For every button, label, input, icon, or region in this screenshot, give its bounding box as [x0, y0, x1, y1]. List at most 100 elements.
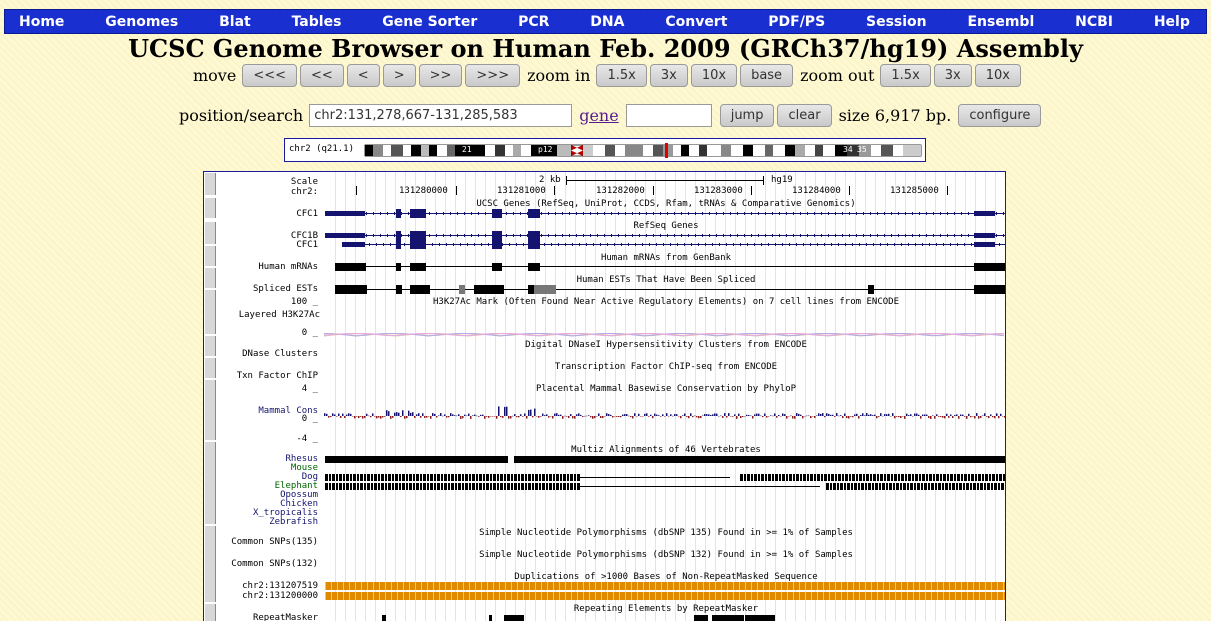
nav-ncbi[interactable]: NCBI [1075, 13, 1113, 30]
cons-bar [808, 415, 810, 417]
cons-bar [992, 416, 994, 418]
ideogram-band [455, 145, 485, 156]
cons-bar [630, 416, 632, 418]
repeatmasker-track-title: Repeating Elements by RepeatMasker [573, 604, 759, 614]
track-handle [205, 604, 216, 621]
cons-bar [916, 413, 918, 416]
nav-pdf-ps[interactable]: PDF/PS [768, 13, 826, 30]
cons-bar [736, 416, 738, 419]
cons-bar [886, 414, 888, 416]
gene-input[interactable] [625, 104, 712, 127]
ideogram-band [403, 145, 411, 156]
cons-bar [508, 416, 510, 419]
move-right-far-button[interactable]: >>> [465, 64, 521, 87]
move-left-far-button[interactable]: <<< [242, 64, 297, 87]
chromosome-ideogram[interactable]: chr2 (q21.1) 21 p12 34 35 [284, 138, 926, 162]
cons-bar [386, 410, 388, 416]
cons-bar [686, 416, 688, 417]
nav-pcr[interactable]: PCR [518, 13, 550, 30]
nav-help[interactable]: Help [1153, 13, 1190, 30]
zoom-in-3x-button[interactable]: 3x [649, 64, 688, 87]
ideogram-band [557, 145, 571, 156]
nav-blat[interactable]: Blat [219, 13, 251, 30]
zoom-out-10x-button[interactable]: 10x [974, 64, 1021, 87]
cons-bar [452, 414, 454, 416]
ideogram-band [743, 145, 753, 156]
ideogram-band [365, 145, 373, 156]
zoom-in-base-button[interactable]: base [740, 64, 794, 87]
cons-bar [648, 416, 650, 417]
nav-session[interactable]: Session [866, 13, 927, 30]
cons-bar [392, 416, 394, 418]
zoom-out-1-5x-button[interactable]: 1.5x [880, 64, 931, 87]
zoom-in-1-5x-button[interactable]: 1.5x [596, 64, 647, 87]
track-handle [205, 173, 216, 195]
zoom-in-10x-button[interactable]: 10x [690, 64, 738, 87]
cons-bar [896, 416, 898, 417]
nav-ensembl[interactable]: Ensembl [967, 13, 1035, 30]
cons-bar [466, 415, 468, 417]
move-right-button[interactable]: > [382, 64, 416, 87]
ideogram-band [707, 145, 721, 156]
clear-button[interactable]: clear [777, 104, 832, 127]
move-left-button[interactable]: < [346, 64, 380, 87]
cons-bar [332, 413, 334, 416]
txn-track-name: Txn Factor ChIP [236, 371, 318, 381]
cons-bar [930, 416, 932, 419]
cons-bar [520, 414, 522, 416]
h3k27ac-ymin: 0 _ [301, 328, 318, 338]
nav-convert[interactable]: Convert [665, 13, 728, 30]
cons-bar [376, 416, 378, 419]
track-handle [205, 548, 216, 570]
scale-tick [849, 186, 850, 195]
cons-bar [846, 416, 848, 419]
nav-dna[interactable]: DNA [590, 13, 625, 30]
cons-bar [986, 416, 988, 417]
zoom-out-3x-button[interactable]: 3x [933, 64, 972, 87]
repeat-element [504, 615, 524, 621]
jump-button[interactable]: jump [719, 104, 775, 127]
cons-bar [966, 416, 968, 419]
cons-bar [420, 416, 422, 418]
mrna-track-title: Human mRNAs from GenBank [600, 253, 732, 263]
cons-ymid: 0 _ [301, 414, 318, 424]
cons-bar [800, 414, 802, 416]
refseq-cfc1-exon [492, 240, 502, 249]
cons-bar [920, 416, 922, 419]
browser-track-image[interactable]: Scale chr2: 2 kb hg19 131280000 131281000… [203, 171, 1006, 621]
cons-bar [642, 416, 644, 417]
move-right-medium-button[interactable]: >> [418, 64, 463, 87]
cons-bar [544, 415, 546, 416]
mrna-exon [492, 263, 502, 271]
cons-bar [906, 413, 908, 416]
cons-bar [580, 414, 582, 416]
gene-link[interactable]: gene [579, 106, 619, 125]
nav-tables[interactable]: Tables [291, 13, 342, 30]
cons-bar [754, 414, 756, 416]
cons-bar [838, 415, 840, 417]
cons-bar [700, 416, 702, 419]
mrna-exon [335, 263, 366, 271]
cons-bar [356, 416, 358, 417]
configure-button[interactable]: configure [958, 104, 1042, 127]
cons-bar [844, 413, 846, 416]
ucsc-gene-cfc1-exon [492, 209, 502, 218]
est-exon [974, 285, 1005, 294]
ideogram-band [765, 145, 773, 156]
scale-tick-label: 131283000 [694, 186, 743, 196]
cons-bar [866, 413, 868, 416]
cons-bar [510, 416, 512, 419]
cons-bar [746, 414, 748, 416]
cons-bar [726, 416, 728, 418]
cons-bar [910, 414, 912, 416]
cons-bar [498, 406, 500, 416]
nav-gene-sorter[interactable]: Gene Sorter [382, 13, 478, 30]
position-input[interactable] [309, 104, 573, 127]
cons-bar [384, 416, 386, 417]
species-elephant: Elephant [274, 481, 318, 491]
nav-genomes[interactable]: Genomes [105, 13, 179, 30]
move-left-medium-button[interactable]: << [300, 64, 344, 87]
cons-bar [562, 416, 564, 419]
est-exon [410, 285, 430, 294]
nav-home[interactable]: Home [19, 13, 65, 30]
